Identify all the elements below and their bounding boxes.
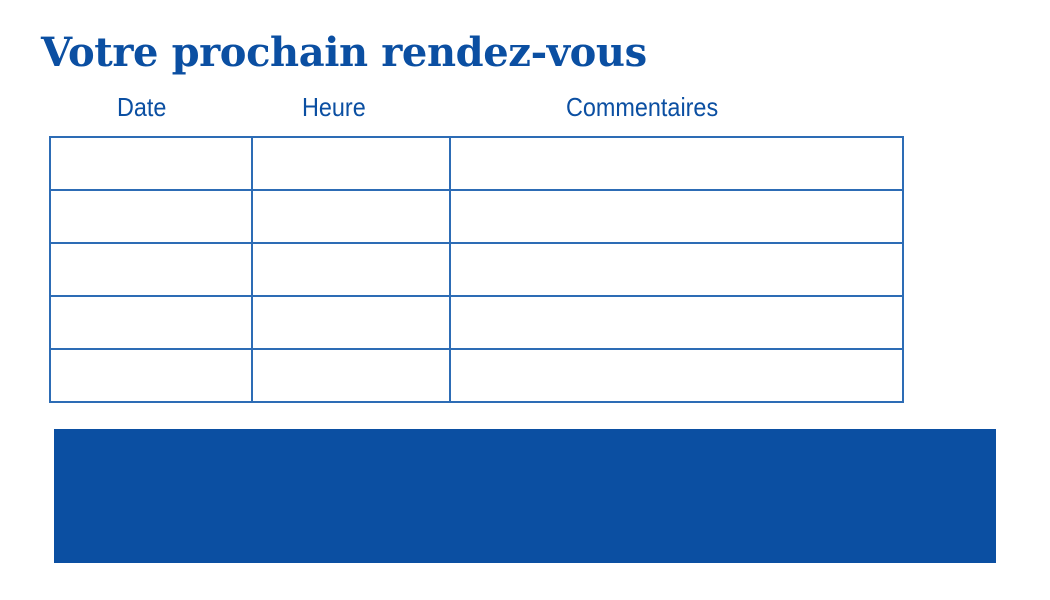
cell-commentaires[interactable]: [449, 242, 904, 297]
column-header-date: Date: [117, 92, 167, 122]
cell-date[interactable]: [49, 295, 253, 350]
page-title: Votre prochain rendez-vous: [41, 29, 647, 76]
column-header-row: Date Heure Commentaires: [0, 90, 1050, 124]
column-header-commentaires: Commentaires: [566, 92, 719, 122]
cell-commentaires[interactable]: [449, 348, 904, 403]
column-header-heure: Heure: [302, 92, 366, 122]
cell-heure[interactable]: [251, 348, 451, 403]
cell-date[interactable]: [49, 348, 253, 403]
cell-commentaires[interactable]: [449, 189, 904, 244]
cell-heure[interactable]: [251, 295, 451, 350]
table-row: [49, 136, 904, 191]
cell-date[interactable]: [49, 189, 253, 244]
table-row: [49, 189, 904, 244]
cell-heure[interactable]: [251, 189, 451, 244]
table-row: [49, 242, 904, 297]
appointment-table-body: [49, 136, 904, 403]
table-row: [49, 348, 904, 403]
cell-commentaires[interactable]: [449, 295, 904, 350]
cell-date[interactable]: [49, 136, 253, 191]
blue-banner: [54, 429, 996, 563]
cell-commentaires[interactable]: [449, 136, 904, 191]
cell-date[interactable]: [49, 242, 253, 297]
table-row: [49, 295, 904, 350]
cell-heure[interactable]: [251, 136, 451, 191]
appointment-table: [49, 136, 904, 403]
cell-heure[interactable]: [251, 242, 451, 297]
